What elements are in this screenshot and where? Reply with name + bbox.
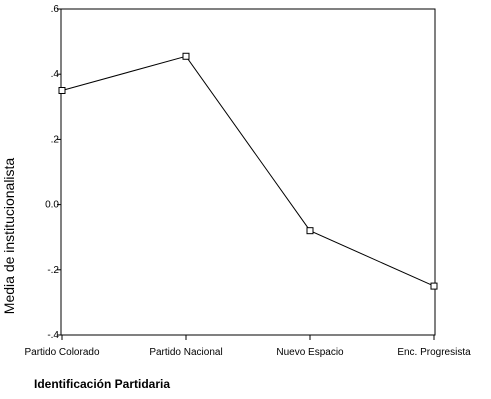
x-tick-label-1: Partido Nacional [149, 347, 222, 358]
y-axis-title: Media de institucionalista [1, 158, 17, 315]
x-tick-label-2: Nuevo Espacio [276, 347, 344, 358]
data-point-3 [430, 282, 438, 290]
data-point-2 [306, 227, 314, 235]
plot-area: .6 .4 .2 0.0 -.2 -.4 Partido Colorado Partido N… [24, 4, 471, 358]
y-tick-label-3: 0.0 [45, 200, 59, 211]
x-tick-label-3: Enc. Progresista [397, 347, 471, 358]
series-line [61, 55, 435, 287]
y-tick-label-0: .6 [51, 4, 60, 15]
y-tick-label-4: -.2 [47, 265, 59, 276]
y-tick-label-2: .2 [51, 134, 60, 145]
data-point-1 [182, 52, 190, 60]
plot-frame [60, 8, 436, 336]
x-axis-title: Identificación Partidaria [34, 377, 170, 391]
y-tick-label-1: .4 [51, 69, 60, 80]
data-point-0 [58, 87, 66, 94]
y-tick-label-5: -.4 [47, 330, 59, 341]
x-tick-label-0: Partido Colorado [24, 347, 99, 358]
